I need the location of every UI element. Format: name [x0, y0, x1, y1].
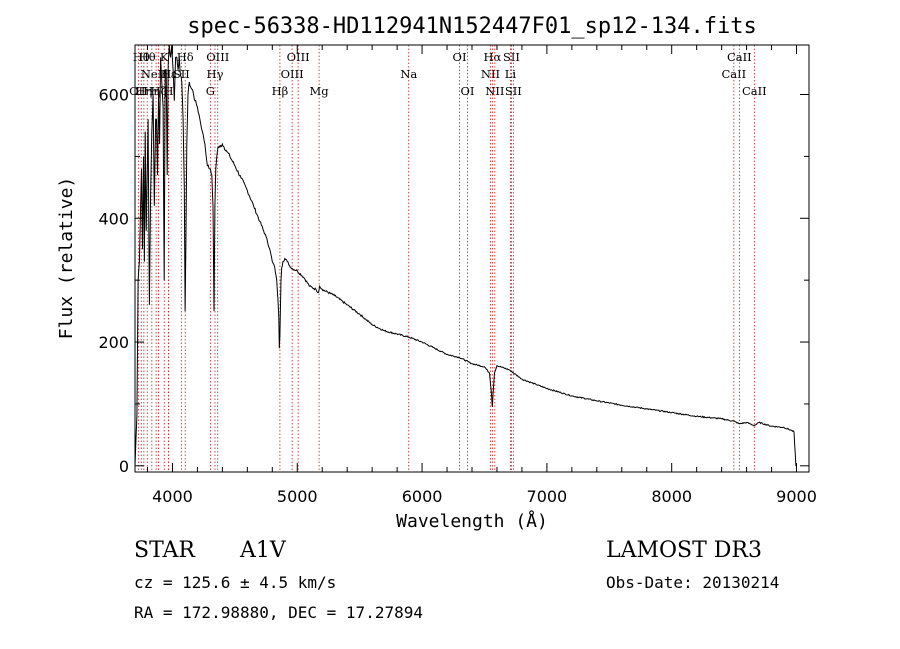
y-tick-label: 400 — [98, 209, 129, 228]
line-label: CaII — [727, 50, 752, 64]
spectral-line-markers: OIIHθHηHθHηNeIIIHζKHHεSIIHδGHγOIIIHβOIII… — [129, 45, 767, 472]
y-axis-label: Flux (relative) — [56, 177, 77, 340]
x-tick-label: 6000 — [402, 487, 443, 506]
x-tick-label: 5000 — [277, 487, 318, 506]
line-label: Hα — [483, 50, 501, 64]
line-label: OIII — [287, 50, 310, 64]
line-label: OI — [453, 50, 467, 64]
x-tick-label: 4000 — [152, 487, 193, 506]
observation-date: Obs-Date: 20130214 — [606, 573, 780, 592]
line-label: K — [160, 50, 169, 64]
line-label: SII — [505, 84, 522, 98]
y-tick-label: 200 — [98, 333, 129, 352]
line-label: Hθ — [133, 50, 150, 64]
y-tick-label: 0 — [119, 457, 129, 476]
survey-name: LAMOST DR3 — [606, 538, 762, 563]
line-label: NII — [485, 84, 504, 98]
redshift-velocity: cz = 125.6 ± 4.5 km/s — [134, 573, 337, 592]
line-label: OIII — [281, 67, 304, 81]
line-label: SII — [503, 50, 520, 64]
spectrum-line — [134, 44, 797, 467]
chart-title: spec-56338-HD112941N152447F01_sp12-134.f… — [187, 14, 757, 39]
x-tick-label: 7000 — [527, 487, 568, 506]
line-label: OI — [461, 84, 475, 98]
line-label: G — [206, 84, 215, 98]
line-label: NII — [481, 67, 500, 81]
line-label: Hβ — [272, 84, 289, 98]
line-label: NeIII — [141, 67, 172, 81]
line-label: Na — [400, 67, 417, 81]
line-label: CaII — [721, 67, 746, 81]
line-label: Hγ — [207, 67, 224, 81]
plot-data — [134, 44, 797, 467]
x-tick-label: 8000 — [651, 487, 692, 506]
coordinates: RA = 172.98880, DEC = 17.27894 — [134, 603, 423, 622]
plot-frame — [134, 44, 810, 473]
x-axis-label: Wavelength (Å) — [396, 510, 548, 532]
line-label: Hδ — [177, 50, 194, 64]
line-label: OIII — [206, 50, 229, 64]
line-label: Li — [505, 67, 517, 81]
line-label: Mg — [310, 84, 330, 98]
object-class: STAR — [134, 538, 195, 563]
object-subclass: A1V — [240, 538, 286, 563]
x-tick-label: 9000 — [776, 487, 817, 506]
axes: 4000 5000 6000 7000 8000 9000 0 200 400 600 — [98, 45, 817, 506]
line-label: CaII — [742, 84, 767, 98]
line-label: Hθ — [139, 50, 156, 64]
y-tick-label: 600 — [98, 86, 129, 105]
